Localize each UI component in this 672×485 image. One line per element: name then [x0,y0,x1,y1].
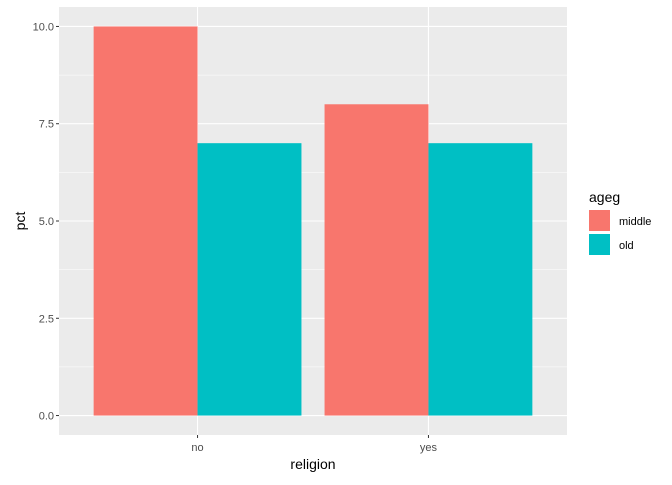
bar-old-yes [428,143,533,416]
bar-middle-yes [324,104,429,416]
legend-label-middle: middle [619,216,651,228]
bars [93,26,533,416]
y-tick-label: 7.5 [39,119,54,131]
y-axis: 0.0 2.5 5.0 7.5 10.0 [33,21,59,423]
y-axis-title: pct [12,212,28,231]
legend-label-old: old [619,240,634,252]
legend: ageg middle old [589,189,651,255]
legend-title: ageg [589,189,620,205]
x-axis-title: religion [290,456,335,472]
x-axis: no yes [191,435,438,454]
y-tick-label: 10.0 [33,21,54,33]
legend-key-old [589,234,610,255]
bar-old-no [197,143,302,416]
y-tick-label: 0.0 [39,411,54,423]
x-tick-label-no: no [191,442,203,454]
y-tick-label: 2.5 [39,313,54,325]
legend-key-middle [589,210,610,231]
y-tick-label: 5.0 [39,216,54,228]
x-tick-label-yes: yes [420,442,438,454]
bar-middle-no [93,26,198,416]
